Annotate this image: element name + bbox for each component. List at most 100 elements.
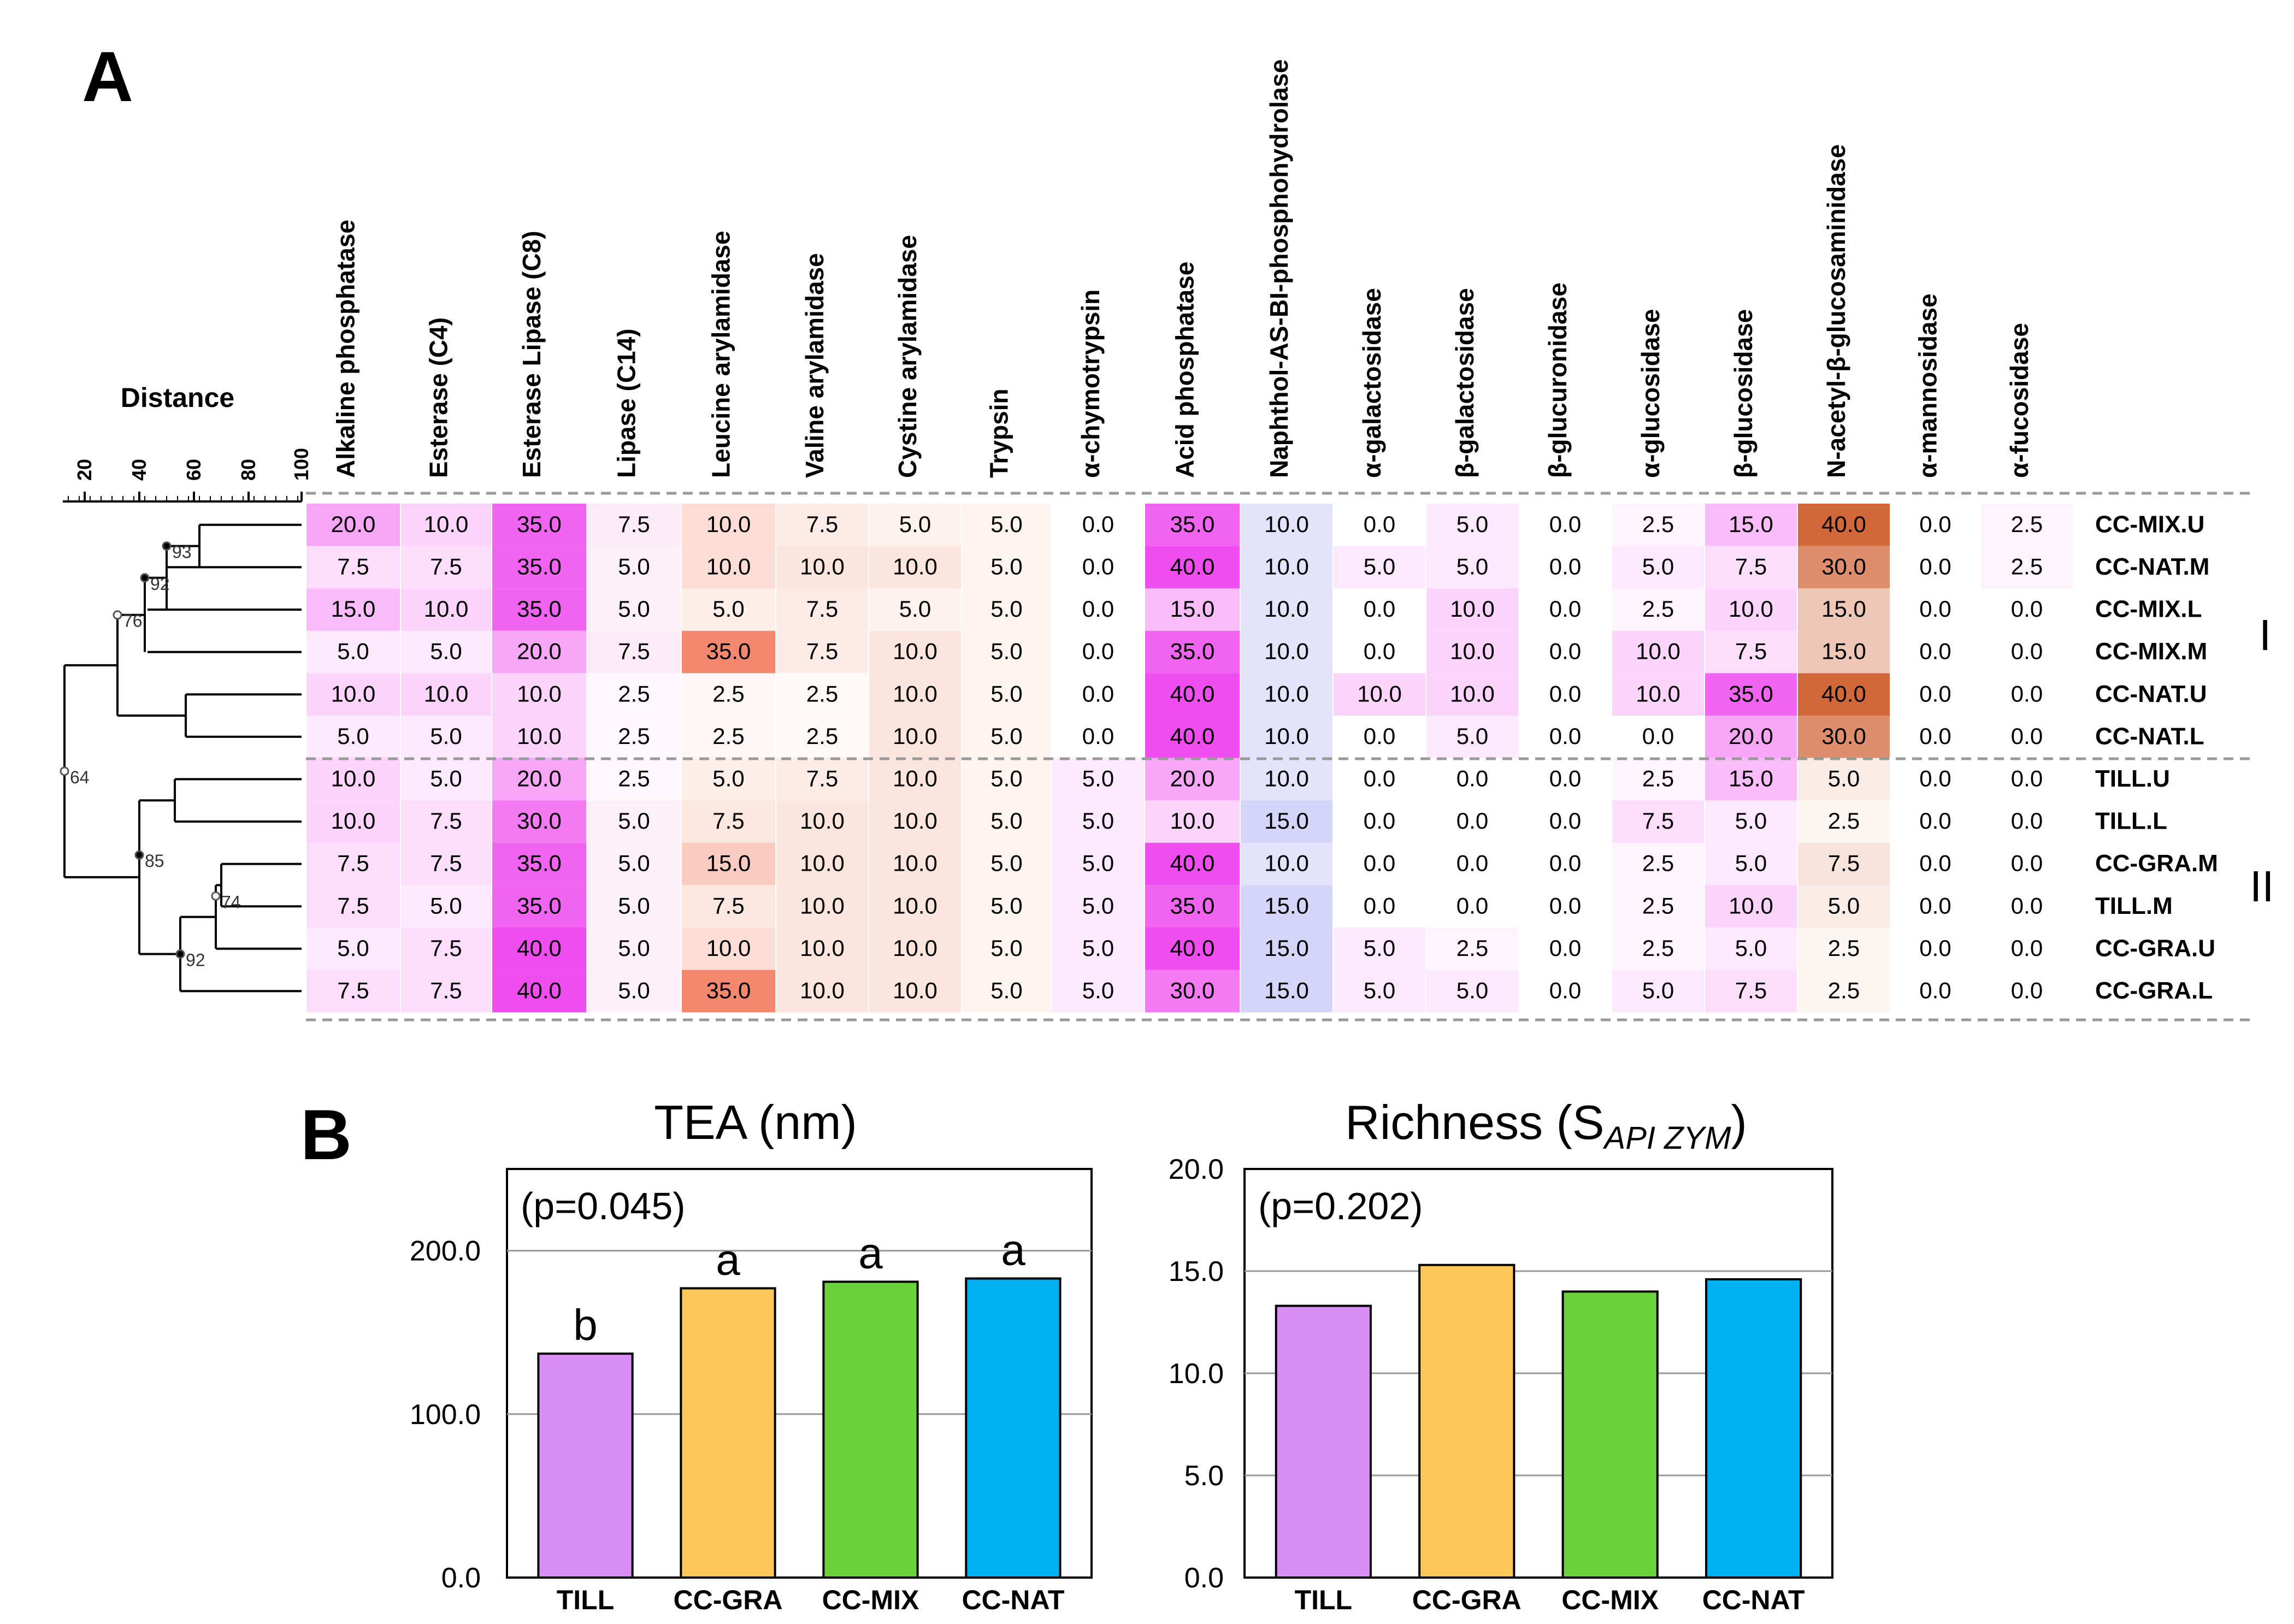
heatmap-cell (682, 504, 775, 546)
heatmap-value: 5.0 (899, 511, 931, 537)
heatmap-value: 2.5 (1642, 893, 1674, 918)
heatmap-cell (306, 716, 400, 758)
heatmap-value: 5.0 (1456, 977, 1488, 1003)
heatmap-cell (401, 928, 491, 970)
heatmap-value: 15.0 (1264, 808, 1309, 834)
row-label: TILL.U (2095, 765, 2170, 792)
bootstrap-value: 92 (150, 574, 170, 594)
heatmap-cell (682, 546, 775, 589)
heatmap-cell (1798, 504, 1890, 546)
heatmap-cell (682, 970, 775, 1013)
heatmap-cell (1891, 842, 1980, 885)
heatmap-cell (1981, 885, 2073, 928)
heatmap-value: 40.0 (1170, 723, 1215, 749)
bar (537, 1353, 634, 1579)
heatmap-value: 5.0 (990, 935, 1022, 961)
heatmap-value: 0.0 (1364, 808, 1395, 834)
heatmap-value: 10.0 (1450, 596, 1495, 622)
heatmap-cell (1145, 885, 1240, 928)
heatmap-value: 7.5 (430, 935, 462, 961)
heatmap-cell (1798, 630, 1890, 674)
bar (1705, 1278, 1802, 1579)
heatmap-value: 5.0 (990, 596, 1022, 622)
heatmap-value: 7.5 (430, 808, 462, 834)
heatmap-value: 5.0 (990, 851, 1022, 876)
column-header: Esterase Lipase (C8) (517, 231, 546, 478)
heatmap-value: 0.0 (1082, 681, 1114, 706)
heatmap-value: 35.0 (517, 851, 562, 876)
heatmap-cell (492, 758, 586, 801)
heatmap-cell (1145, 588, 1240, 631)
heatmap-cell (587, 970, 681, 1013)
heatmap-value: 35.0 (517, 596, 562, 622)
heatmap-value: 35.0 (517, 511, 562, 537)
heatmap-value: 10.0 (424, 511, 469, 537)
heatmap-value: 35.0 (706, 977, 751, 1003)
heatmap-value: 35.0 (517, 553, 562, 579)
heatmap-value: 0.0 (1082, 511, 1114, 537)
heatmap-value: 10.0 (424, 681, 469, 706)
heatmap-value: 0.0 (1549, 553, 1581, 579)
heatmap-cell (587, 758, 681, 801)
heatmap-value: 0.0 (1549, 723, 1581, 749)
heatmap-cell (682, 842, 775, 885)
column-header: α-mannosidase (1914, 293, 1942, 478)
heatmap-value: 10.0 (893, 681, 937, 706)
heatmap-value: 0.0 (1919, 765, 1951, 791)
heatmap-cell (1426, 928, 1518, 970)
bootstrap-node (175, 949, 185, 959)
bootstrap-value: 64 (70, 767, 90, 787)
heatmap-value: 0.0 (1364, 723, 1395, 749)
column-header: α-fucosidase (2005, 323, 2033, 478)
heatmap-cell (1334, 928, 1425, 970)
heatmap-value: 10.0 (893, 723, 937, 749)
heatmap-value: 0.0 (1364, 851, 1395, 876)
heatmap-cell (401, 504, 491, 546)
heatmap-value: 15.0 (1264, 893, 1309, 918)
heatmap-cell (306, 758, 400, 801)
heatmap-cell (1798, 800, 1890, 843)
heatmap-value: 0.0 (1919, 893, 1951, 918)
bar (1561, 1290, 1659, 1579)
heatmap-value: 35.0 (517, 893, 562, 918)
richness-title-main: Richness (S (1345, 1095, 1604, 1149)
heatmap-cell (1052, 504, 1144, 546)
heatmap-cell (1241, 885, 1332, 928)
heatmap-cell (776, 588, 868, 631)
heatmap-value: 10.0 (800, 977, 845, 1003)
heatmap-value: 0.0 (2011, 977, 2043, 1003)
heatmap-value: 5.0 (990, 808, 1022, 834)
heatmap-value: 5.0 (618, 553, 650, 579)
x-tick-label: TILL (557, 1585, 615, 1615)
row-label: TILL.M (2095, 893, 2173, 919)
heatmap-value: 5.0 (712, 596, 744, 622)
heatmap-cell (1519, 885, 1611, 928)
column-header: Lipase (C14) (612, 328, 641, 478)
heatmap-value: 0.0 (1919, 596, 1951, 622)
heatmap-value: 0.0 (1082, 553, 1114, 579)
heatmap-cell (1519, 673, 1611, 716)
heatmap-value: 5.0 (1364, 553, 1395, 579)
heatmap-cell (869, 758, 961, 801)
heatmap-value: 10.0 (706, 553, 751, 579)
x-tick-label: CC-GRA (674, 1585, 783, 1615)
heatmap-cell (869, 630, 961, 674)
heatmap-cell (1798, 546, 1890, 589)
bootstrap-value: 93 (172, 542, 192, 562)
heatmap-value: 30.0 (1821, 723, 1866, 749)
heatmap-cell (306, 928, 400, 970)
heatmap-cell (962, 716, 1051, 758)
heatmap-cell (1519, 800, 1611, 843)
heatmap-cell (492, 673, 586, 716)
heatmap-value: 0.0 (2011, 723, 2043, 749)
bootstrap-value: 85 (145, 851, 164, 871)
heatmap-cell (1981, 630, 2073, 674)
bar (965, 1277, 1062, 1579)
heatmap-value: 10.0 (1264, 765, 1309, 791)
column-header: β-glucosidase (1729, 309, 1758, 478)
heatmap-value: 15.0 (331, 596, 376, 622)
heatmap-cell (1612, 630, 1704, 674)
heatmap-cell (776, 504, 868, 546)
column-header: Acid phosphatase (1171, 262, 1199, 478)
heatmap-cell (1981, 716, 2073, 758)
